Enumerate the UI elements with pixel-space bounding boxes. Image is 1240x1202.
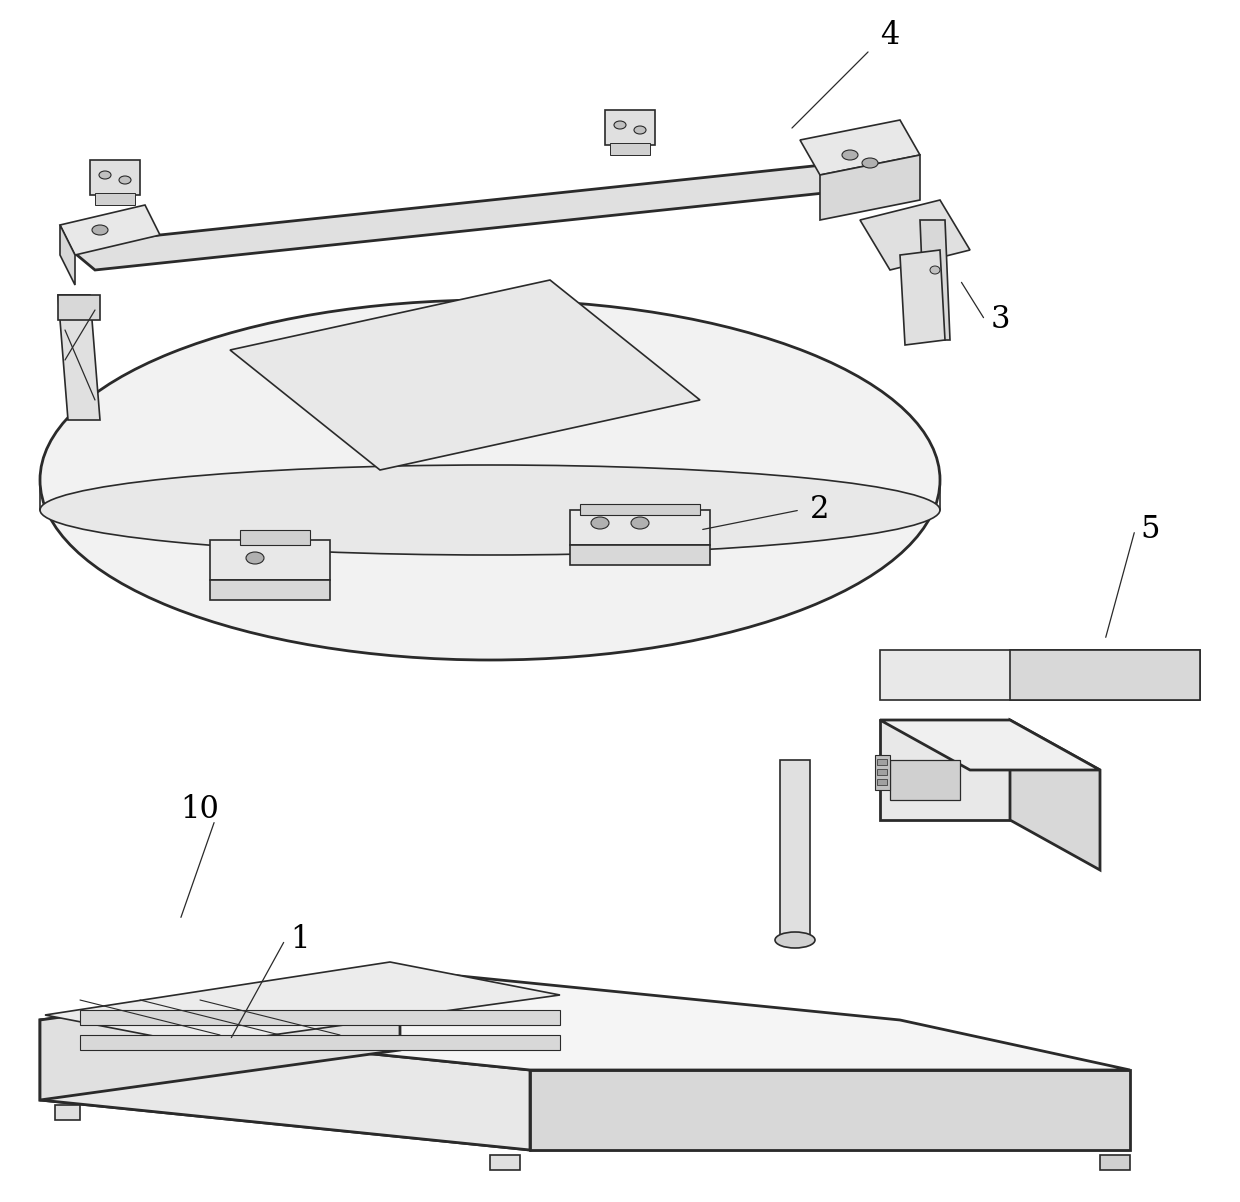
Ellipse shape	[634, 126, 646, 133]
Polygon shape	[81, 1010, 560, 1025]
Polygon shape	[490, 1155, 520, 1170]
Polygon shape	[91, 160, 140, 195]
Ellipse shape	[246, 552, 264, 564]
Polygon shape	[880, 720, 1100, 770]
Polygon shape	[875, 755, 890, 790]
Polygon shape	[95, 194, 135, 206]
Polygon shape	[529, 1070, 1130, 1150]
Polygon shape	[58, 294, 100, 320]
Polygon shape	[210, 581, 330, 600]
Polygon shape	[60, 225, 74, 285]
Polygon shape	[40, 1100, 1130, 1150]
Polygon shape	[64, 160, 900, 270]
Ellipse shape	[631, 517, 649, 529]
Polygon shape	[55, 1105, 81, 1120]
Polygon shape	[45, 962, 560, 1045]
Polygon shape	[1011, 650, 1200, 700]
Ellipse shape	[614, 121, 626, 129]
Text: 5: 5	[1141, 514, 1159, 546]
Text: 10: 10	[181, 795, 219, 826]
Ellipse shape	[40, 465, 940, 555]
Ellipse shape	[842, 150, 858, 160]
Polygon shape	[900, 250, 945, 345]
Ellipse shape	[119, 175, 131, 184]
Ellipse shape	[99, 171, 112, 179]
Polygon shape	[880, 720, 1011, 820]
Polygon shape	[40, 970, 1130, 1070]
Ellipse shape	[591, 517, 609, 529]
Polygon shape	[877, 779, 887, 785]
Polygon shape	[570, 510, 711, 545]
Polygon shape	[58, 294, 100, 419]
Polygon shape	[820, 155, 920, 220]
Polygon shape	[780, 760, 810, 940]
Ellipse shape	[775, 932, 815, 948]
Polygon shape	[890, 760, 960, 801]
Polygon shape	[610, 143, 650, 155]
Text: 3: 3	[991, 304, 1009, 335]
Text: 2: 2	[810, 494, 830, 525]
Polygon shape	[40, 970, 401, 1100]
Text: 4: 4	[880, 19, 900, 50]
Text: 1: 1	[290, 924, 310, 956]
Polygon shape	[241, 530, 310, 545]
Polygon shape	[800, 120, 920, 175]
Polygon shape	[877, 769, 887, 775]
Polygon shape	[229, 280, 701, 470]
Polygon shape	[81, 1035, 560, 1051]
Polygon shape	[1011, 720, 1100, 870]
Polygon shape	[40, 1020, 529, 1150]
Ellipse shape	[862, 157, 878, 168]
Ellipse shape	[40, 300, 940, 660]
Ellipse shape	[92, 225, 108, 236]
Polygon shape	[605, 111, 655, 145]
Polygon shape	[60, 206, 160, 255]
Polygon shape	[210, 540, 330, 581]
Polygon shape	[877, 758, 887, 764]
Polygon shape	[1100, 1155, 1130, 1170]
Polygon shape	[880, 650, 1200, 700]
Polygon shape	[580, 504, 701, 514]
Polygon shape	[920, 220, 950, 340]
Ellipse shape	[930, 266, 940, 274]
Polygon shape	[570, 545, 711, 565]
Polygon shape	[861, 200, 970, 270]
